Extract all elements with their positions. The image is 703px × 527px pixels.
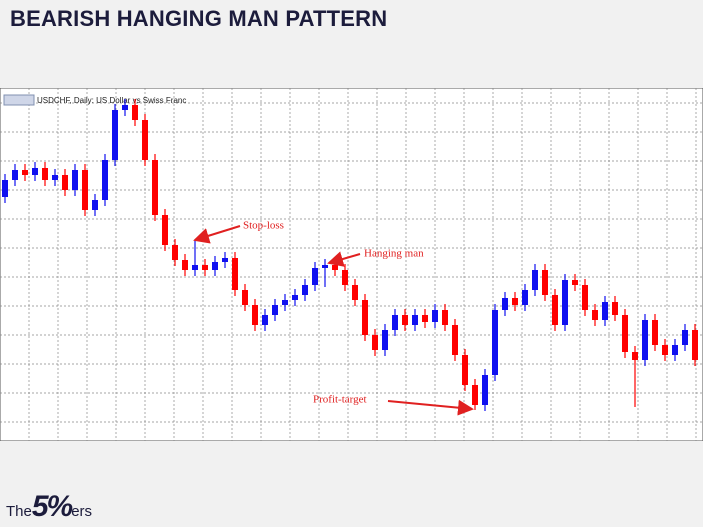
- candle-body: [562, 280, 568, 325]
- candle-body: [642, 320, 648, 360]
- candle-body: [182, 260, 188, 270]
- candle-body: [632, 352, 638, 360]
- candle-body: [312, 268, 318, 285]
- candle-body: [2, 180, 8, 197]
- annotation-label: Stop-loss: [243, 220, 284, 232]
- candle-body: [552, 295, 558, 325]
- candle-body: [372, 335, 378, 350]
- candle-body: [52, 175, 58, 180]
- logo: The5%ers: [6, 490, 92, 524]
- candle-body: [492, 310, 498, 375]
- candle-body: [212, 262, 218, 270]
- candle-body: [422, 315, 428, 322]
- candle-body: [282, 300, 288, 305]
- candle-body: [482, 375, 488, 405]
- candle-body: [162, 215, 168, 245]
- candle-body: [102, 160, 108, 200]
- candle-body: [302, 285, 308, 295]
- candle-body: [152, 160, 158, 215]
- candle-body: [442, 310, 448, 325]
- candle-body: [112, 110, 118, 160]
- candle-body: [452, 325, 458, 355]
- candle-body: [272, 305, 278, 315]
- candle-body: [402, 315, 408, 325]
- candle-body: [582, 285, 588, 310]
- candle-body: [242, 290, 248, 305]
- chart-symbol: USDCHF, Daily: US Dollar vs Swiss Franc: [37, 96, 186, 105]
- candle-body: [662, 345, 668, 355]
- chart-panel: [0, 88, 703, 441]
- candle-body: [22, 170, 28, 175]
- annotation-arrow: [387, 399, 474, 416]
- candle-body: [142, 120, 148, 160]
- candle-body: [202, 265, 208, 270]
- candle-body: [692, 330, 698, 360]
- annotation-label: Hanging man: [364, 248, 424, 260]
- candle-body: [522, 290, 528, 305]
- page-title: BEARISH HANGING MAN PATTERN: [10, 6, 388, 31]
- candle-body: [622, 315, 628, 352]
- candle-body: [122, 105, 128, 110]
- annotation-arrow: [193, 225, 241, 244]
- candle-body: [682, 330, 688, 345]
- candle-body: [652, 320, 658, 345]
- candle-body: [432, 310, 438, 322]
- candle-body: [592, 310, 598, 320]
- candle-body: [412, 315, 418, 325]
- candle-body: [262, 315, 268, 325]
- candle-body: [322, 265, 328, 268]
- candle-body: [82, 170, 88, 210]
- candle-body: [172, 245, 178, 260]
- candle-body: [362, 300, 368, 335]
- candle-body: [252, 305, 258, 325]
- candle-body: [612, 302, 618, 315]
- candle-body: [12, 170, 18, 180]
- logo-mark: 5%: [31, 490, 73, 523]
- candle-body: [392, 315, 398, 330]
- candle-body: [502, 298, 508, 310]
- candle-body: [42, 168, 48, 180]
- candle-body: [332, 265, 338, 270]
- candle-body: [602, 302, 608, 320]
- candle-body: [62, 175, 68, 190]
- candle-body: [222, 258, 228, 262]
- annotation-label: Profit-target: [313, 394, 367, 406]
- candle-body: [72, 170, 78, 190]
- candle-body: [472, 385, 478, 405]
- candle-body: [572, 280, 578, 285]
- candle-body: [382, 330, 388, 350]
- candle-body: [132, 105, 138, 120]
- logo-prefix: The: [6, 503, 32, 520]
- candle-body: [512, 298, 518, 305]
- candle-body: [292, 295, 298, 300]
- candle-body: [342, 270, 348, 285]
- candle-body: [32, 168, 38, 175]
- grid: [0, 88, 703, 441]
- candle-body: [92, 200, 98, 210]
- candle-body: [532, 270, 538, 290]
- candle-body: [352, 285, 358, 300]
- chart-icon: [3, 94, 35, 106]
- candle-body: [542, 270, 548, 295]
- annotation-arrow: [327, 251, 361, 267]
- candle-body: [192, 265, 198, 270]
- candle-body: [462, 355, 468, 385]
- chart: USDCHF, Daily: US Dollar vs Swiss Franc …: [0, 88, 703, 441]
- candle-body: [232, 258, 238, 290]
- candle-body: [672, 345, 678, 355]
- logo-suffix: ers: [71, 503, 93, 520]
